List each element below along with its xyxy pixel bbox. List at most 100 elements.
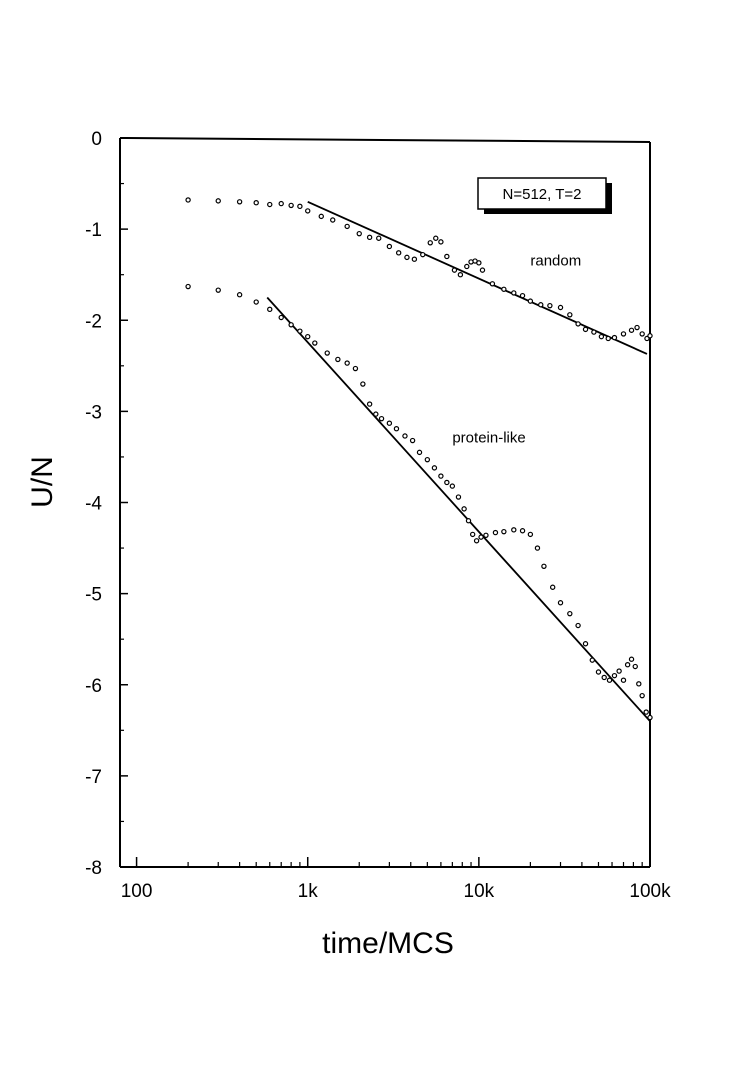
data-point bbox=[278, 314, 284, 321]
data-point bbox=[366, 234, 373, 241]
data-point bbox=[595, 669, 602, 675]
data-point bbox=[335, 356, 341, 363]
data-point bbox=[424, 456, 431, 463]
data-point bbox=[288, 322, 294, 328]
data-point bbox=[582, 326, 589, 333]
data-point bbox=[473, 538, 480, 544]
data-point bbox=[511, 290, 517, 296]
y-axis-title: U/N bbox=[26, 456, 59, 508]
data-point bbox=[386, 243, 393, 250]
data-point bbox=[297, 203, 303, 210]
data-point bbox=[431, 465, 438, 471]
data-point bbox=[236, 199, 243, 205]
data-point bbox=[534, 545, 541, 551]
y-tick-label: -8 bbox=[85, 858, 102, 879]
data-point bbox=[386, 420, 393, 426]
data-point bbox=[215, 198, 221, 204]
data-point bbox=[305, 208, 311, 214]
data-point bbox=[611, 334, 618, 341]
legend-box-text: N=512, T=2 bbox=[503, 186, 582, 203]
data-point bbox=[395, 250, 402, 256]
data-point bbox=[366, 401, 373, 407]
data-point bbox=[318, 213, 324, 220]
annotation-random: random bbox=[530, 253, 581, 270]
data-point bbox=[288, 202, 294, 209]
data-point bbox=[344, 360, 350, 366]
data-point bbox=[639, 331, 645, 337]
tick-labels: 0 -1 -2 -3 -4 -5 -6 -7 -8 100 1k 10k 100k bbox=[85, 129, 671, 902]
data-point bbox=[598, 333, 605, 340]
data-point bbox=[215, 287, 221, 293]
data-point bbox=[378, 415, 385, 422]
data-point bbox=[305, 333, 311, 340]
data-point bbox=[575, 622, 581, 629]
data-point bbox=[464, 263, 470, 270]
data-point bbox=[451, 267, 458, 273]
data-point bbox=[438, 473, 444, 479]
y-tick-label: 0 bbox=[91, 129, 102, 150]
data-point bbox=[438, 239, 444, 245]
data-point bbox=[465, 518, 472, 524]
data-point bbox=[409, 437, 416, 444]
data-point bbox=[632, 663, 638, 670]
data-point bbox=[416, 449, 423, 456]
data-point bbox=[501, 528, 507, 535]
data-point bbox=[605, 335, 611, 342]
data-point bbox=[476, 260, 482, 266]
x-tick-label: 100k bbox=[629, 881, 671, 902]
data-point bbox=[449, 483, 456, 489]
data-point bbox=[479, 267, 486, 273]
x-axis-title: time/MCS bbox=[322, 927, 454, 960]
data-point bbox=[411, 256, 418, 262]
data-point bbox=[253, 199, 259, 206]
data-point bbox=[404, 254, 410, 261]
x-tick-label: 100 bbox=[121, 881, 153, 902]
data-point bbox=[469, 531, 476, 538]
data-point bbox=[634, 324, 640, 331]
data-point bbox=[591, 329, 597, 335]
plot-axes bbox=[119, 137, 651, 868]
data-point bbox=[444, 253, 450, 260]
y-tick-label: -2 bbox=[85, 311, 102, 332]
data-point bbox=[647, 714, 653, 721]
data-point bbox=[511, 527, 517, 533]
data-point bbox=[620, 677, 627, 683]
data-point bbox=[278, 200, 284, 207]
data-point bbox=[461, 506, 467, 512]
data-point bbox=[483, 532, 489, 539]
data-point bbox=[567, 610, 573, 617]
data-point bbox=[519, 528, 526, 534]
data-points bbox=[185, 197, 653, 721]
data-point bbox=[185, 283, 191, 290]
data-point bbox=[330, 217, 336, 223]
data-point bbox=[620, 331, 627, 337]
data-point bbox=[444, 479, 450, 486]
data-point bbox=[356, 230, 362, 237]
y-tick-label: -7 bbox=[85, 767, 102, 788]
data-point bbox=[185, 197, 191, 203]
data-point bbox=[312, 340, 318, 346]
data-point bbox=[457, 271, 464, 278]
data-point bbox=[527, 531, 534, 538]
x-tick-label: 10k bbox=[464, 881, 495, 902]
data-point bbox=[601, 674, 607, 681]
fit-lines bbox=[266, 200, 651, 722]
x-tick-label: 1k bbox=[298, 881, 319, 902]
data-point bbox=[547, 302, 553, 309]
data-point bbox=[624, 662, 631, 668]
y-tick-label: -6 bbox=[85, 676, 102, 697]
data-point bbox=[360, 381, 366, 387]
data-point bbox=[344, 223, 350, 230]
data-point bbox=[582, 641, 589, 647]
fit-line bbox=[307, 200, 648, 355]
data-point bbox=[557, 304, 564, 311]
data-point bbox=[616, 668, 622, 674]
data-point bbox=[519, 292, 526, 299]
y-tick-label: -3 bbox=[85, 402, 102, 423]
data-point bbox=[253, 299, 259, 305]
data-point bbox=[549, 584, 556, 590]
y-tick-label: -4 bbox=[85, 494, 102, 515]
data-point bbox=[639, 692, 645, 699]
data-point bbox=[297, 328, 303, 334]
